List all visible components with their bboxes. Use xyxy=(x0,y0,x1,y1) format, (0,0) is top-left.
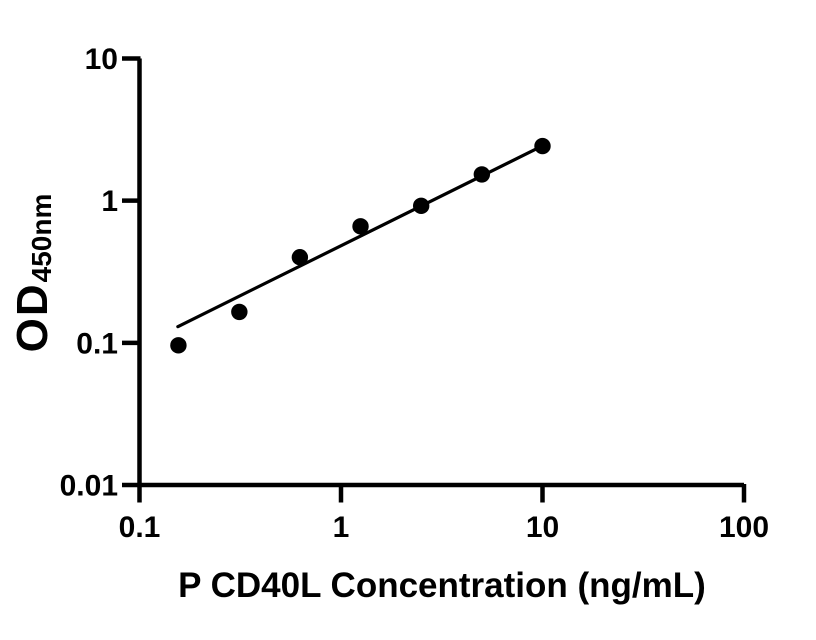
y-axis-title-main: OD xyxy=(8,282,57,352)
data-point xyxy=(352,218,369,235)
y-axis-title-subscript: 450nm xyxy=(26,194,57,283)
y-tick-label: 10 xyxy=(85,43,118,76)
data-point xyxy=(412,197,430,215)
data-point xyxy=(534,137,551,155)
x-axis-title: P CD40L Concentration (ng/mL) xyxy=(178,566,706,605)
y-tick-label: 0.01 xyxy=(60,470,118,503)
x-tick-label: 0.1 xyxy=(119,511,161,544)
x-tick-label: 10 xyxy=(526,511,559,544)
y-tick-label: 1 xyxy=(101,185,118,218)
axes-group xyxy=(137,58,744,488)
data-point xyxy=(231,303,248,321)
data-point xyxy=(291,249,309,266)
ticks-group xyxy=(122,56,747,503)
y-tick-label: 0.1 xyxy=(76,327,118,360)
x-tick-label: 1 xyxy=(333,511,350,544)
x-tick-label: 100 xyxy=(719,511,769,544)
data-point xyxy=(473,166,491,183)
data-points-group xyxy=(170,137,551,354)
data-point xyxy=(170,337,187,354)
axis-lines xyxy=(137,58,744,488)
y-axis-title: OD450nm xyxy=(8,194,57,353)
